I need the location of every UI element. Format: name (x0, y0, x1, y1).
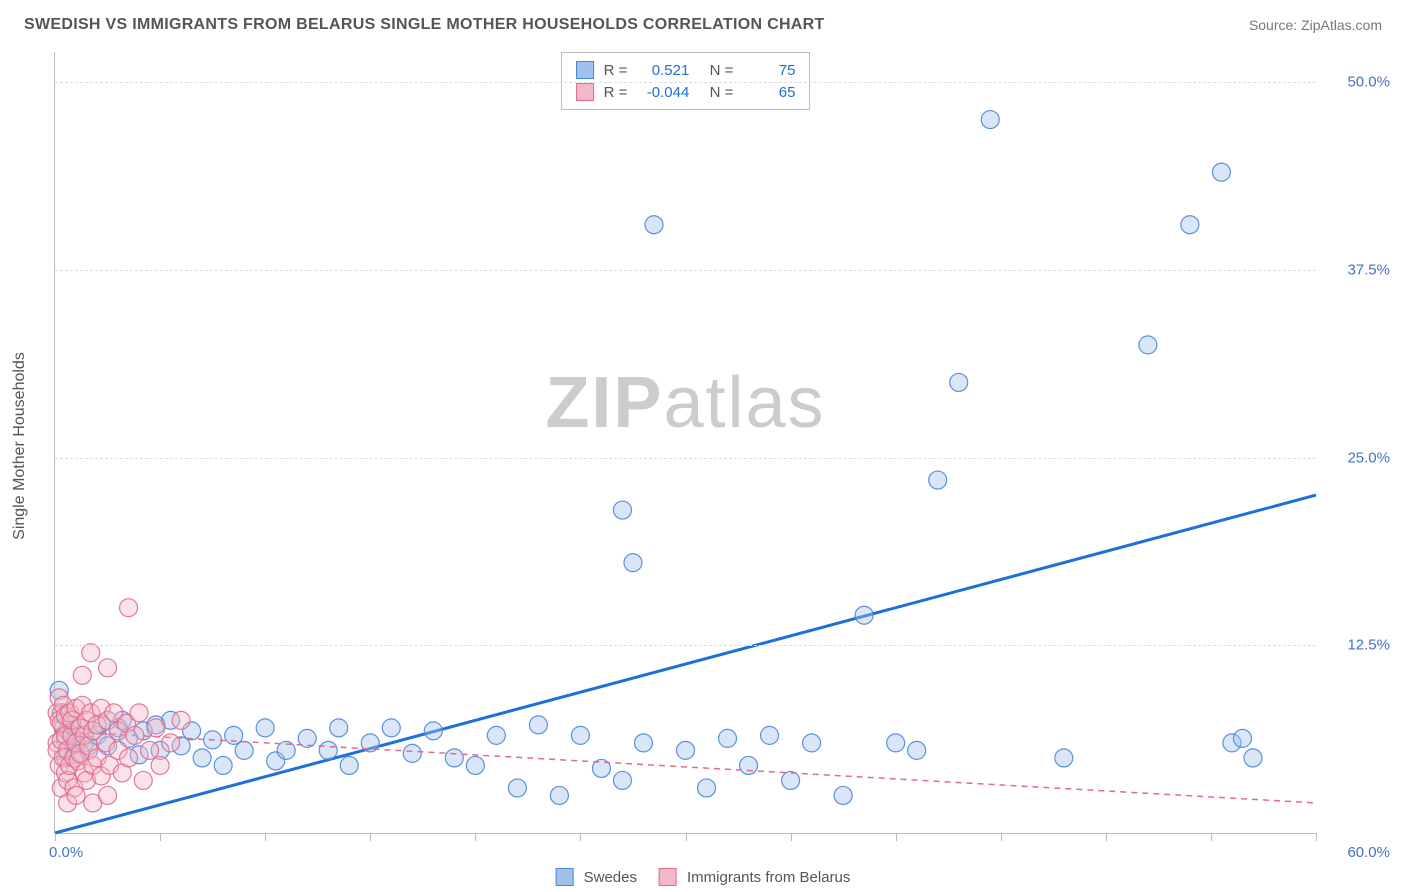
y-axis-label: Single Mother Households (11, 352, 29, 540)
legend-label: Immigrants from Belarus (687, 869, 850, 886)
chart-title: SWEDISH VS IMMIGRANTS FROM BELARUS SINGL… (24, 16, 825, 34)
y-tick-label: 25.0% (1330, 449, 1390, 466)
stats-row: R = 0.521 N = 75 (576, 59, 796, 81)
stats-box: R = 0.521 N = 75R = -0.044 N = 65 (561, 52, 811, 110)
source-attribution: Source: ZipAtlas.com (1249, 17, 1382, 33)
x-tick-label-end: 60.0% (1347, 844, 1390, 861)
legend-item: Swedes (556, 868, 637, 886)
series-swatch (576, 61, 594, 79)
legend-label: Swedes (584, 869, 637, 886)
legend: Swedes Immigrants from Belarus (556, 868, 851, 886)
legend-item: Immigrants from Belarus (659, 868, 850, 886)
legend-swatch (556, 868, 574, 886)
scatter-svg (55, 52, 1316, 833)
legend-swatch (659, 868, 677, 886)
x-tick-label-start: 0.0% (49, 844, 83, 861)
series-swatch (576, 83, 594, 101)
stats-row: R = -0.044 N = 65 (576, 81, 796, 103)
y-tick-label: 50.0% (1330, 74, 1390, 91)
y-tick-label: 12.5% (1330, 637, 1390, 654)
plot-area: ZIPatlas R = 0.521 N = 75R = -0.044 N = … (54, 52, 1316, 834)
y-tick-label: 37.5% (1330, 261, 1390, 278)
